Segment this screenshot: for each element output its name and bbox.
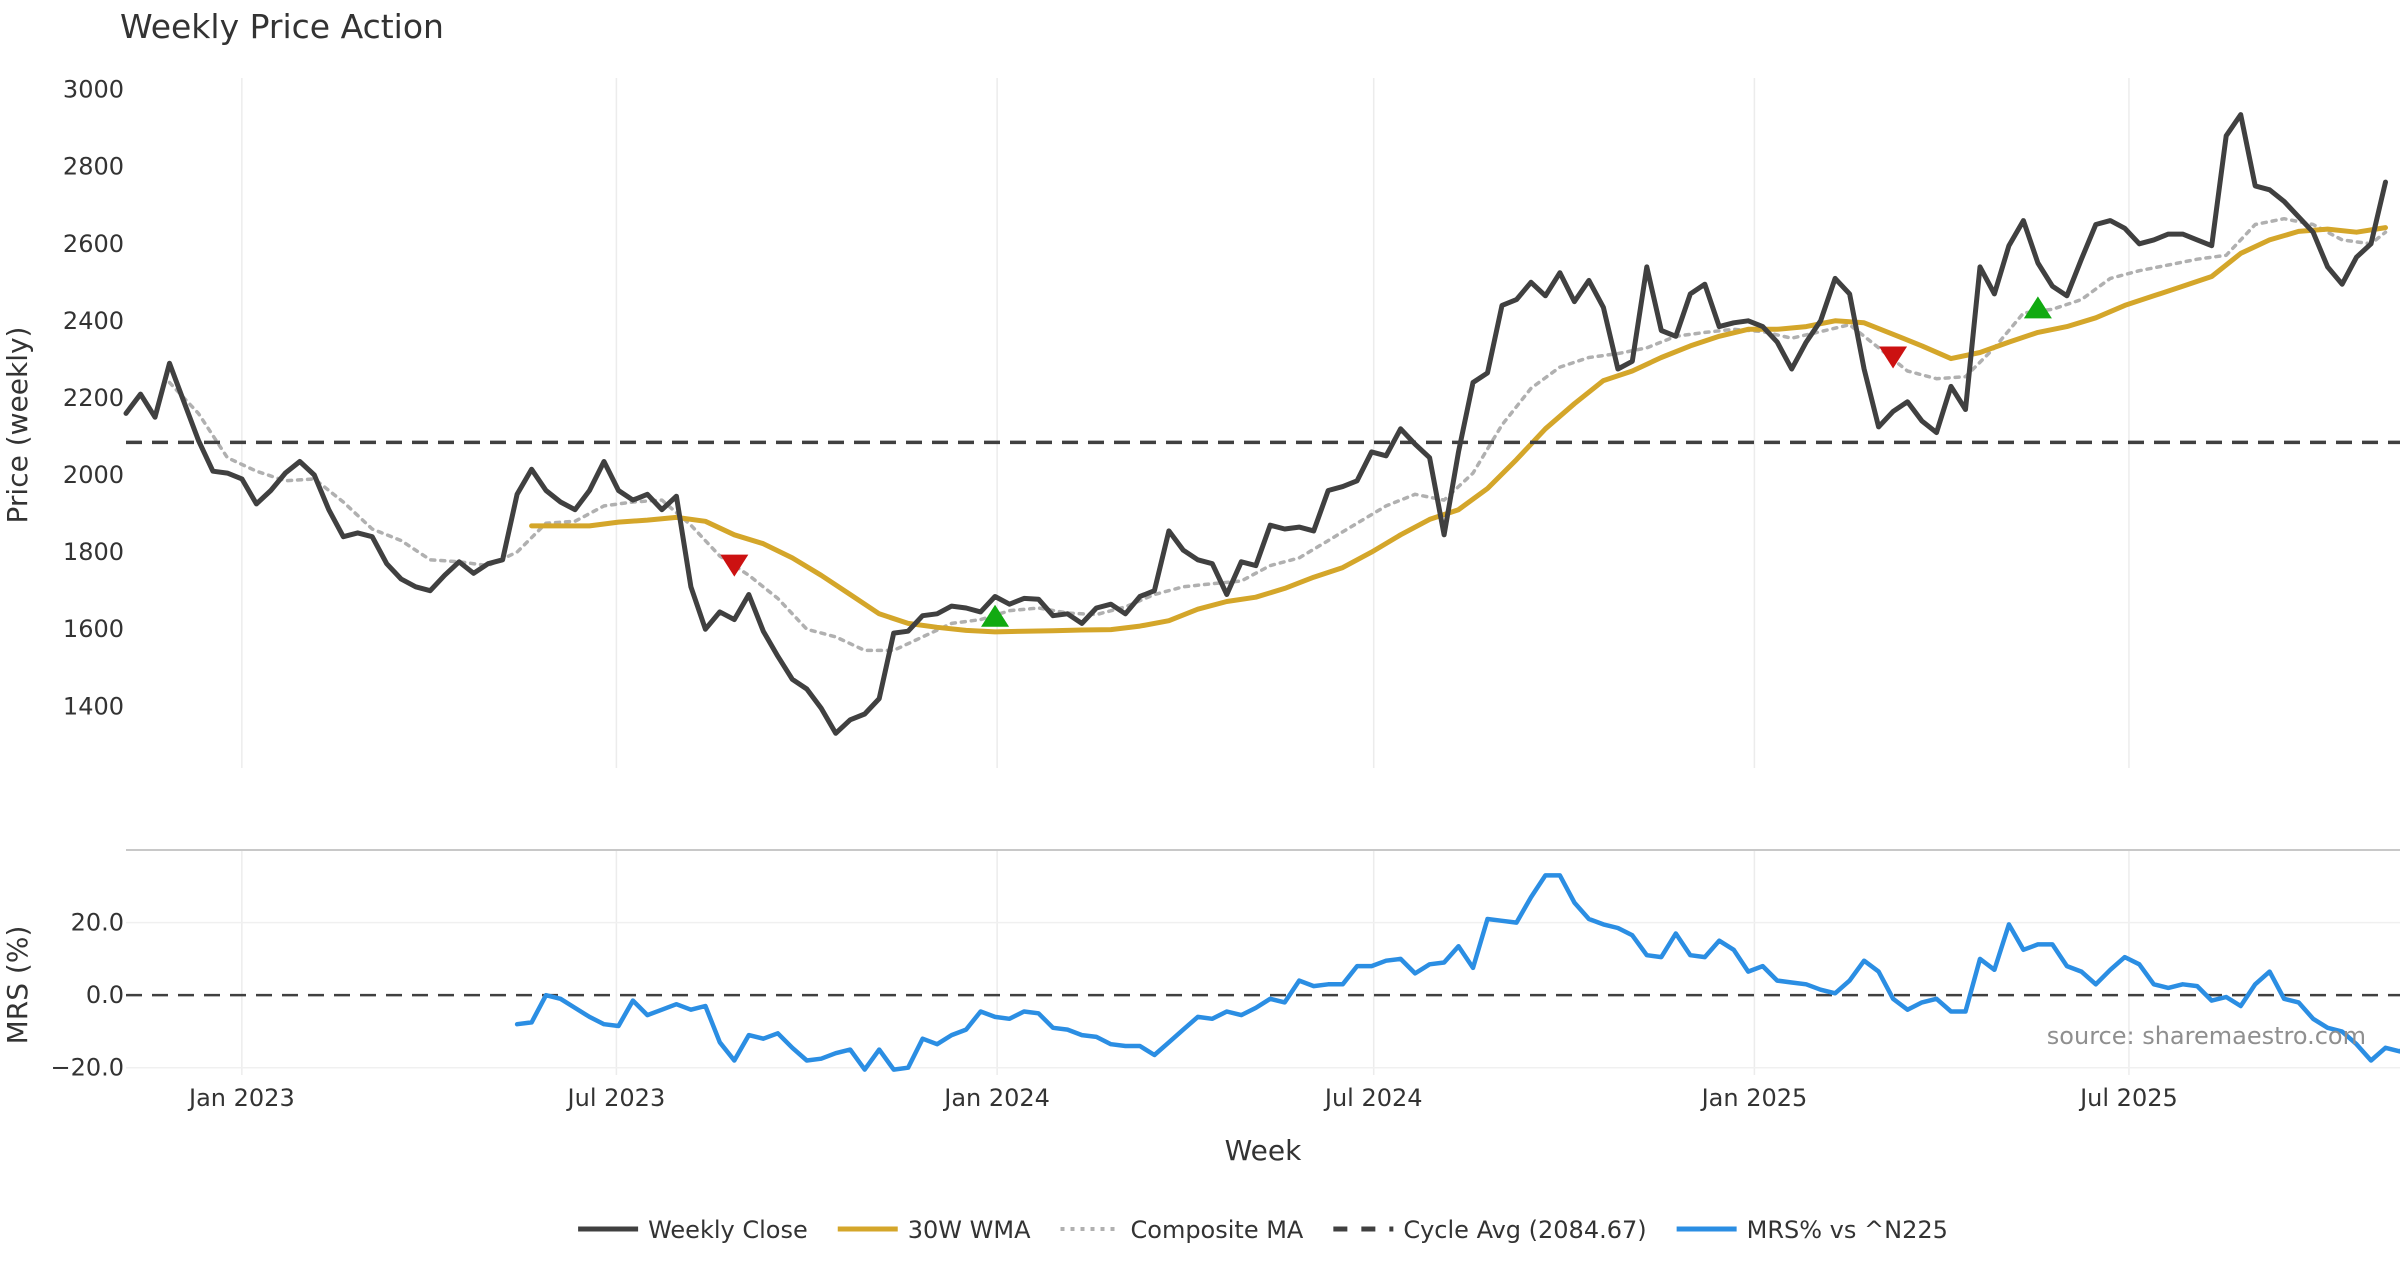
price-y-tick-2200: 2200 [63,384,124,412]
sell-signal-marker-3 [1879,346,1908,369]
legend-label-weekly-close: Weekly Close [648,1216,808,1244]
x-axis-title: Week [1225,1134,1302,1167]
x-tick-jul-2023: Jul 2023 [566,1084,666,1112]
mrs-y-axis-title: MRS (%) [1,926,34,1045]
price-y-tick-labels: 1400 1600 1800 2000 2200 2400 2600 2800 3000 [63,76,124,721]
chart-legend: Weekly Close 30W WMA Composite MA Cycle Avg… [578,1216,1948,1244]
30w-wma-line [529,225,2388,635]
price-y-tick-1600: 1600 [63,615,124,643]
x-tick-jan-2025: Jan 2025 [1700,1084,1808,1112]
x-tick-jan-2024: Jan 2024 [942,1084,1050,1112]
x-tick-jul-2025: Jul 2025 [2078,1084,2178,1112]
x-tick-jul-2024: Jul 2024 [1323,1084,1423,1112]
price-y-tick-2000: 2000 [63,461,124,489]
weekly-close-line [123,112,2388,736]
buy-signal-marker-4 [2023,296,2052,319]
price-y-tick-1800: 1800 [63,538,124,566]
price-y-tick-2400: 2400 [63,307,124,335]
price-y-tick-2800: 2800 [63,153,124,181]
legend-label-cycle-avg-2084-67: Cycle Avg (2084.67) [1403,1216,1646,1244]
price-panel-series [123,112,2400,736]
price-y-axis-title: Price (weekly) [1,327,34,524]
legend-label-mrs-vs-n225: MRS% vs ^N225 [1747,1216,1948,1244]
chart-title: Weekly Price Action [120,7,444,46]
buy-signal-marker-2 [981,604,1010,627]
price-panel-grid [241,78,2130,768]
mrs-y-tick-20-0: 20.0 [71,909,124,937]
legend-label-composite-ma: Composite MA [1131,1216,1304,1244]
mrs-panel-series [126,873,2400,1072]
mrs-y-tick-0-0: 0.0 [86,981,124,1009]
price-y-tick-3000: 3000 [63,76,124,104]
price-y-tick-1400: 1400 [63,692,124,720]
sell-signal-marker-1 [720,554,749,577]
x-tick-labels: Jan 2023 Jul 2023 Jan 2024 Jul 2024 Jan 2025… [187,1084,2178,1112]
mrs-y-tick-labels: 20.0 0.0 −20.0 [50,909,124,1082]
legend-label-30w-wma: 30W WMA [908,1216,1031,1244]
source-annotation: source: sharemaestro.com [2047,1022,2366,1050]
mrs-panel-grid [126,849,2400,1075]
mrs-y-tick-20-0: −20.0 [50,1054,124,1082]
mrs-vs-n225-line [514,873,2400,1072]
price-y-tick-2600: 2600 [63,230,124,258]
x-tick-jan-2023: Jan 2023 [187,1084,295,1112]
